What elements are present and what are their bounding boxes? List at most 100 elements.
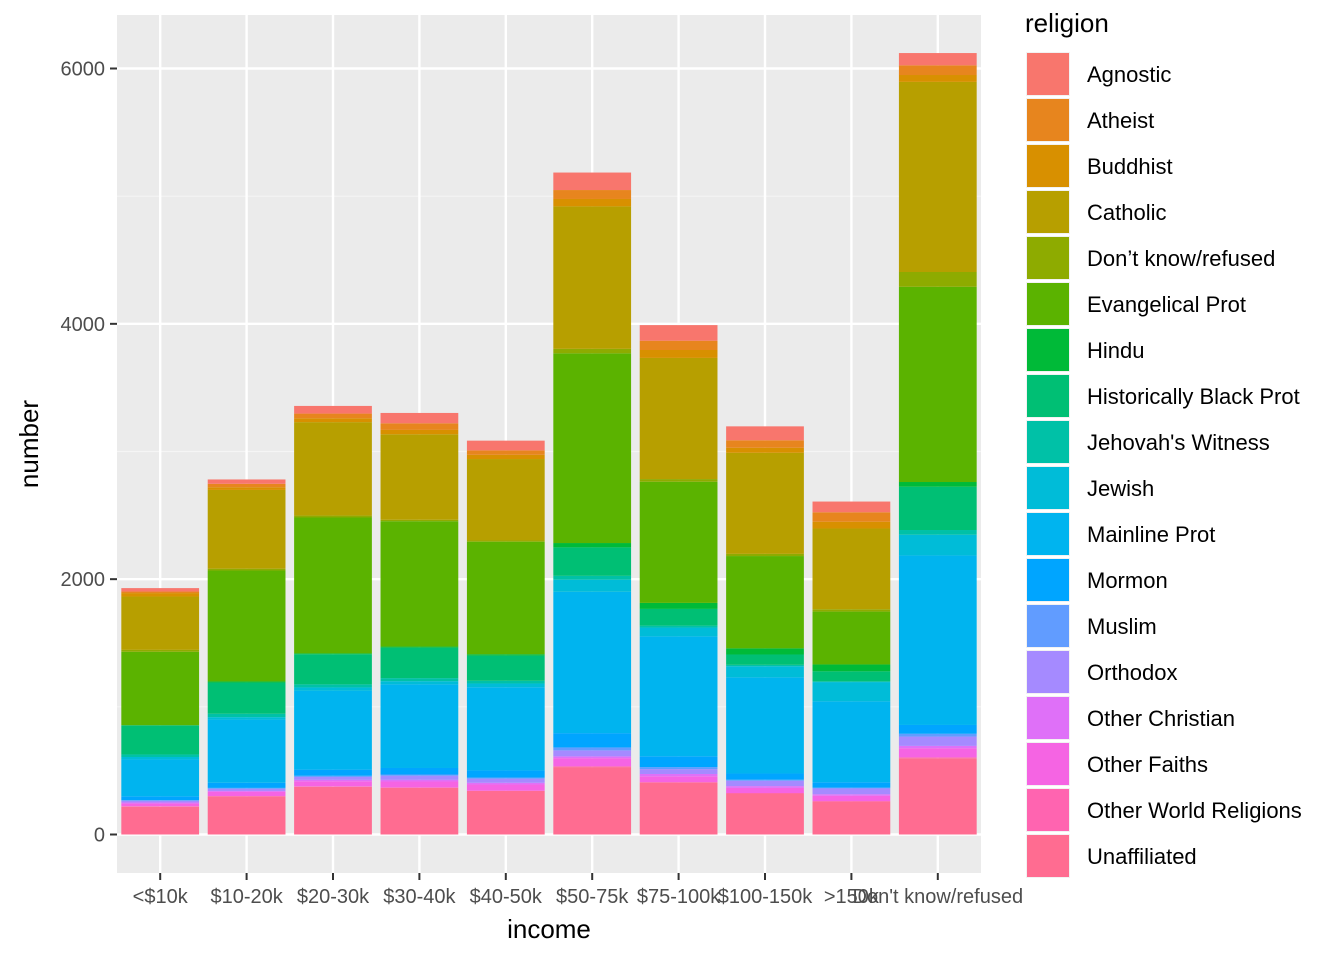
bar-segment-evangelical-prot — [553, 353, 632, 544]
y-tick-label: 4000 — [61, 314, 106, 336]
legend-swatch-orthodox — [1027, 651, 1069, 693]
bar-segment-other-faiths — [639, 776, 718, 783]
x-tick-label: <$10k — [133, 886, 189, 908]
bar-segment-jewish — [380, 681, 459, 685]
x-tick-label: $100-150k — [718, 886, 814, 908]
bar-segment-unaffiliated — [121, 806, 200, 835]
bar-segment-other-christian — [121, 802, 200, 804]
bar-segment-other-christian — [294, 779, 372, 782]
bar-segment-unaffiliated — [726, 793, 804, 835]
bar-segment-don-t-know-refused — [466, 540, 545, 542]
x-tick-label: $40-50k — [470, 886, 543, 908]
x-tick-label: >150k — [824, 886, 880, 908]
bar-segment-other-world-religions — [812, 801, 891, 802]
bar-segment-mainline-prot — [121, 759, 200, 797]
legend-label-muslim: Muslim — [1087, 614, 1157, 639]
bar-segment-muslim — [726, 779, 804, 781]
bar-segment-catholic — [294, 422, 372, 516]
legend-swatch-other-faiths — [1027, 743, 1069, 785]
bar-segment-hindu — [812, 664, 891, 672]
bar-segment-historically-black-prot — [207, 682, 286, 714]
bar-segment-catholic — [380, 434, 459, 520]
bar-segment-mainline-prot — [380, 684, 459, 768]
bar-segment-agnostic — [380, 412, 459, 424]
bar-segment-atheist — [639, 340, 718, 351]
bar-segment-orthodox — [726, 780, 804, 787]
bar-segment-agnostic — [726, 426, 804, 441]
bar-segment-mormon — [726, 773, 804, 780]
bar-segment-catholic — [207, 489, 286, 569]
bar-segment-orthodox — [207, 788, 286, 791]
bar-segment-evangelical-prot — [812, 611, 891, 665]
legend-swatch-unaffiliated — [1027, 835, 1069, 877]
bar-segment-other-faiths — [726, 787, 804, 794]
bar-segment-catholic — [812, 528, 891, 610]
bar-segment-hindu — [294, 653, 372, 655]
bar-segment-jehovah-s-witness — [207, 713, 286, 718]
bar-segment-other-faiths — [380, 781, 459, 788]
bar-segment-jewish — [812, 682, 891, 702]
bar-segment-don-t-know-refused — [639, 479, 718, 482]
bar-segment-orthodox — [380, 775, 459, 780]
legend-swatch-other-christian — [1027, 697, 1069, 739]
bar-segment-catholic — [466, 459, 545, 541]
legend-label-hindu: Hindu — [1087, 338, 1144, 363]
bar-segment-other-christian — [812, 794, 891, 796]
bar-segment-other-world-religions — [726, 793, 804, 794]
y-tick-label: 6000 — [61, 59, 106, 81]
x-tick-label: $20-30k — [297, 886, 370, 908]
bar-segment-buddhist — [121, 593, 200, 597]
bar-segment-evangelical-prot — [466, 541, 545, 655]
bar-segment-muslim — [812, 787, 891, 789]
bar-segment-orthodox — [294, 776, 372, 780]
bar-segment-buddhist — [812, 521, 891, 529]
bar-segment-other-christian — [553, 756, 632, 759]
bar-segment-historically-black-prot — [812, 671, 891, 682]
x-tick-label: Don't know/refused — [853, 886, 1024, 908]
bar-segment-mormon — [207, 782, 286, 788]
bar-segment-jehovah-s-witness — [726, 664, 804, 667]
legend-label-orthodox: Orthodox — [1087, 660, 1178, 685]
legend-title: religion — [1025, 8, 1109, 38]
bar-segment-don-t-know-refused — [380, 519, 459, 522]
bar-segment-other-world-religions — [121, 806, 200, 807]
bar-segment-buddhist — [726, 447, 804, 453]
legend: Agnostic Atheist Buddhist Catholic Don’t kno… — [1026, 52, 1302, 878]
bar-segment-muslim — [294, 775, 372, 777]
bar-segment-jewish — [553, 579, 632, 592]
legend-swatch-other-world-religions — [1027, 789, 1069, 831]
legend-label-mormon: Mormon — [1087, 568, 1168, 593]
bar-segment-mormon — [294, 769, 372, 776]
bar-segment-historically-black-prot — [380, 647, 459, 679]
legend-label-evangelical-prot: Evangelical Prot — [1087, 292, 1246, 317]
bar-segment-jehovah-s-witness — [639, 625, 718, 628]
bar-segment-atheist — [380, 423, 459, 430]
bar-segment-unaffiliated — [294, 786, 372, 835]
bar-segment-unaffiliated — [553, 767, 632, 835]
bar-segment-orthodox — [466, 778, 545, 783]
bar-segment-buddhist — [639, 350, 718, 358]
bar-segment-catholic — [553, 206, 632, 349]
legend-swatch-don-t-know-refused — [1027, 237, 1069, 279]
bar-segment-atheist — [207, 483, 286, 488]
bar-segment-jehovah-s-witness — [898, 530, 977, 535]
legend-label-unaffiliated: Unaffiliated — [1087, 844, 1197, 869]
bar-segment-evangelical-prot — [294, 517, 372, 654]
legend-swatch-mainline-prot — [1027, 513, 1069, 555]
bars — [121, 53, 977, 835]
legend-label-mainline-prot: Mainline Prot — [1087, 522, 1215, 547]
bar-segment-hindu — [639, 602, 718, 609]
bar-segment-other-faiths — [812, 795, 891, 802]
bar-segment-mormon — [466, 770, 545, 778]
bar-segment-atheist — [553, 190, 632, 199]
bar-segment-mainline-prot — [639, 636, 718, 757]
bar-segment-atheist — [121, 591, 200, 594]
bar-segment-mormon — [812, 782, 891, 788]
legend-swatch-jewish — [1027, 467, 1069, 509]
bar-segment-other-christian — [207, 790, 286, 792]
bar-segment-other-christian — [726, 786, 804, 788]
bar-segment-buddhist — [553, 198, 632, 207]
x-axis-title: income — [507, 914, 591, 944]
bar-segment-muslim — [466, 777, 545, 779]
bar-segment-jewish — [294, 687, 372, 691]
